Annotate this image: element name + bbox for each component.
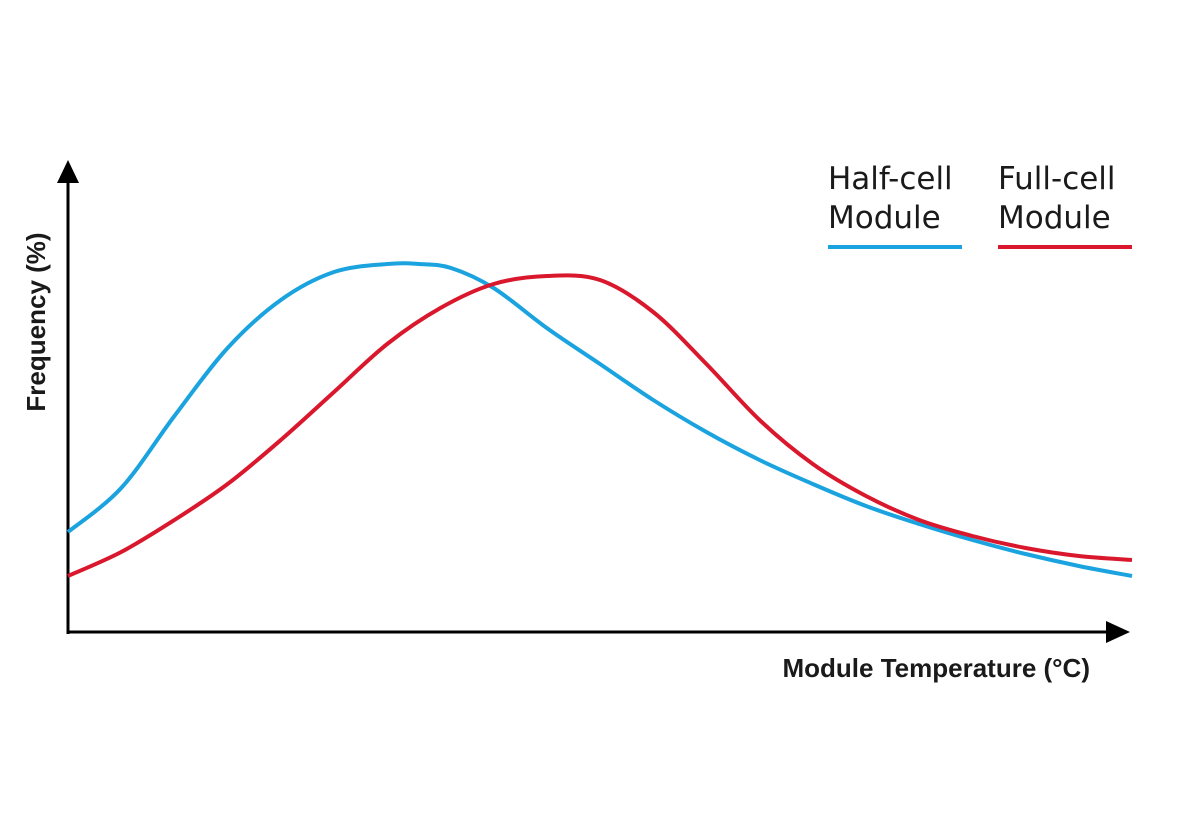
y-axis-label: Frequency (%) (21, 232, 51, 411)
legend-label-full-cell-line2: Module (998, 200, 1111, 236)
legend-item-full-cell: Full-cell Module (998, 161, 1132, 249)
series-line-full-cell (67, 273, 1133, 578)
legend-label-half-cell-line2: Module (828, 200, 941, 236)
plot-area (66, 261, 1133, 578)
legend-item-half-cell: Half-cell Module (828, 161, 962, 249)
x-axis-arrow-icon (1106, 621, 1130, 643)
legend: Half-cell Module Full-cell Module (828, 161, 1132, 249)
x-axis-label: Module Temperature (°C) (783, 653, 1091, 683)
legend-label-full-cell-line1: Full-cell (998, 161, 1116, 197)
series-line-half-cell (66, 261, 1133, 578)
legend-label-half-cell-line1: Half-cell (828, 161, 953, 197)
y-axis-arrow-icon (57, 160, 79, 183)
